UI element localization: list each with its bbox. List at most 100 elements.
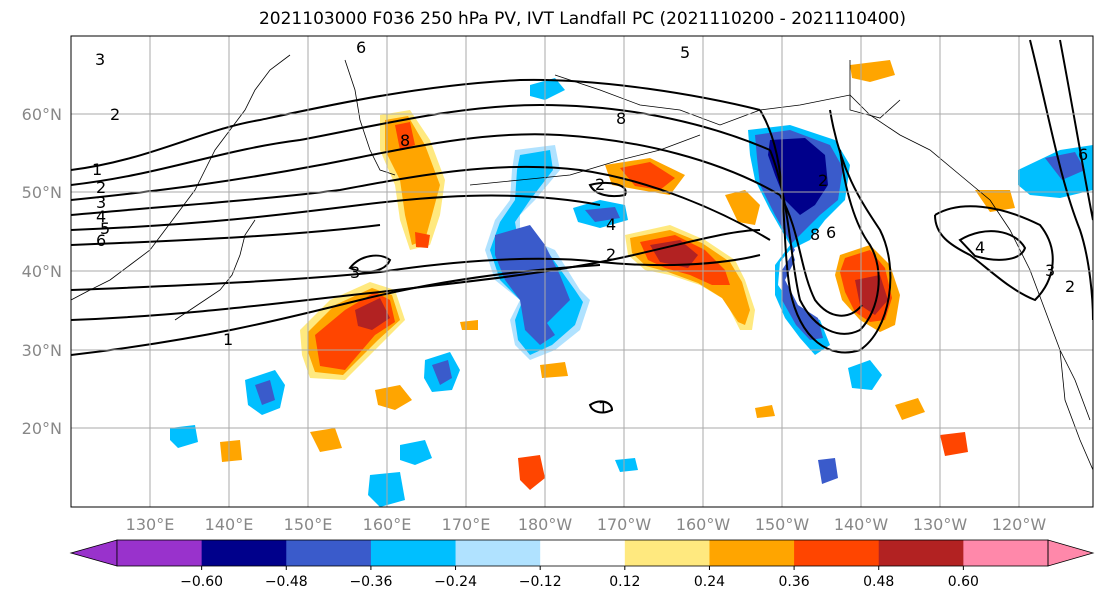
positive-anomaly-region [415,232,430,248]
negative-anomaly-region [432,360,452,385]
negative-anomaly-region [400,440,432,465]
contour-label: 3 [95,50,105,69]
lon-label-120w: 120°W [992,515,1047,534]
lon-label-180w: 180°W [518,515,573,534]
map-title: 2021103000 F036 250 hPa PV, IVT Landfall… [258,9,906,29]
colorbar-tick-label: 0.60 [948,574,979,590]
pv-contours [71,39,1093,414]
colorbar-segment [117,540,203,566]
pv-contour [588,400,614,414]
positive-anomaly-region [355,298,390,330]
positive-anomaly-region [540,362,568,378]
negative-anomaly-region [495,225,570,330]
positive-anomaly-region [650,240,698,268]
contour-label: 1 [598,398,608,417]
positive-anomaly-region [385,116,440,245]
negative-anomaly-region [615,458,638,472]
latitude-labels: 60°N 50°N 40°N 30°N 20°N [22,105,62,438]
coastline-kamchatka [344,59,396,176]
colorbar-tick-label: −0.12 [519,574,562,590]
colorbar-tick-label: −0.24 [434,574,477,590]
lat-label-40n: 40°N [22,262,62,281]
negative-anomaly-region [818,458,838,484]
colorbar-segment [540,540,626,566]
contour-label: 3 [1045,261,1055,280]
colorbar-segment [624,540,710,566]
contour-label: 6 [356,38,366,57]
colorbar-tick-label: 0.24 [694,574,725,590]
lat-label-30n: 30°N [22,341,62,360]
lon-label-130w: 130°W [913,515,968,534]
negative-anomaly-region [848,360,882,390]
colorbar-tick-label: 0.12 [609,574,640,590]
contour-label: 5 [100,219,110,238]
colorbar-segment [370,540,457,566]
map-border [70,35,1094,508]
pv-contour [71,165,771,241]
contour-label: 2 [110,105,120,124]
pv-contour [958,230,1027,261]
lon-label-140w: 140°W [834,515,889,534]
contour-label: 1 [92,160,102,179]
contour-label: 4 [606,215,616,234]
negative-anomaly-region [1045,152,1085,180]
positive-anomaly-region [895,398,925,420]
negative-anomaly-region [525,320,555,345]
lon-label-150w: 150°W [755,515,810,534]
lon-label-160w: 160°W [676,515,731,534]
contour-label: 6 [826,223,836,242]
contour-label: 6 [1078,145,1088,164]
pv-contour [71,229,761,321]
colorbar-segment [455,540,541,566]
contour-label: 4 [975,238,985,257]
positive-anomaly-region [518,455,545,490]
coastline-alaska [554,74,1091,421]
contour-label: 3 [350,263,360,282]
pv-contour [71,224,381,246]
negative-anomaly-region [585,207,620,222]
pv-contour [71,103,771,186]
pv-contour [769,149,880,335]
coastline-asia [71,54,291,301]
contour-label: 6 [96,231,106,250]
contour-label: 3 [96,193,106,212]
lat-label-50n: 50°N [22,183,62,202]
negative-anomaly-region [530,78,565,100]
lon-label-170e: 170°E [442,515,491,534]
contour-label: 2 [818,171,828,190]
pv-contour [1059,39,1093,221]
coastline-aleutians [469,134,701,186]
lat-label-60n: 60°N [22,105,62,124]
colorbar-tick-label: −0.60 [180,574,223,590]
lon-label-140e: 140°E [205,515,254,534]
pv-contour [71,264,601,356]
positive-anomaly-region [940,432,968,456]
pv-contour [71,133,781,201]
contour-label: 8 [616,109,626,128]
positive-anomaly-region [220,440,242,462]
pv-contour [934,205,1054,302]
colorbar-high-extend [1047,539,1095,567]
contour-label: 2 [1065,277,1075,296]
contour-label: 2 [96,178,106,197]
lon-label-130e: 130°E [126,515,175,534]
negative-anomaly-region [255,380,275,405]
colorbar-segment [878,540,964,566]
colorbar-tick-label: −0.48 [265,574,308,590]
colorbar-segment [709,540,795,566]
colorbar-low-extend [69,539,118,567]
colorbar-frame [116,539,1049,567]
lon-label-150e: 150°E [284,515,333,534]
positive-anomaly-region [395,122,415,150]
contour-label: 2 [606,245,616,264]
colorbar: −0.60 −0.48 −0.36 −0.24 −0.12 0.12 0.24 0.36 0.4… [69,539,1095,590]
pv-contour [71,194,601,231]
colorbar-tick-label: 0.48 [863,574,894,590]
coastline-mexico [1059,349,1093,471]
positive-anomaly-region [375,385,412,410]
positive-anomaly-region [460,320,478,330]
lon-label-170w: 170°W [597,515,652,534]
contour-label: 2 [595,175,605,194]
positive-anomaly-region [855,275,888,315]
pv-contour [1029,39,1093,321]
